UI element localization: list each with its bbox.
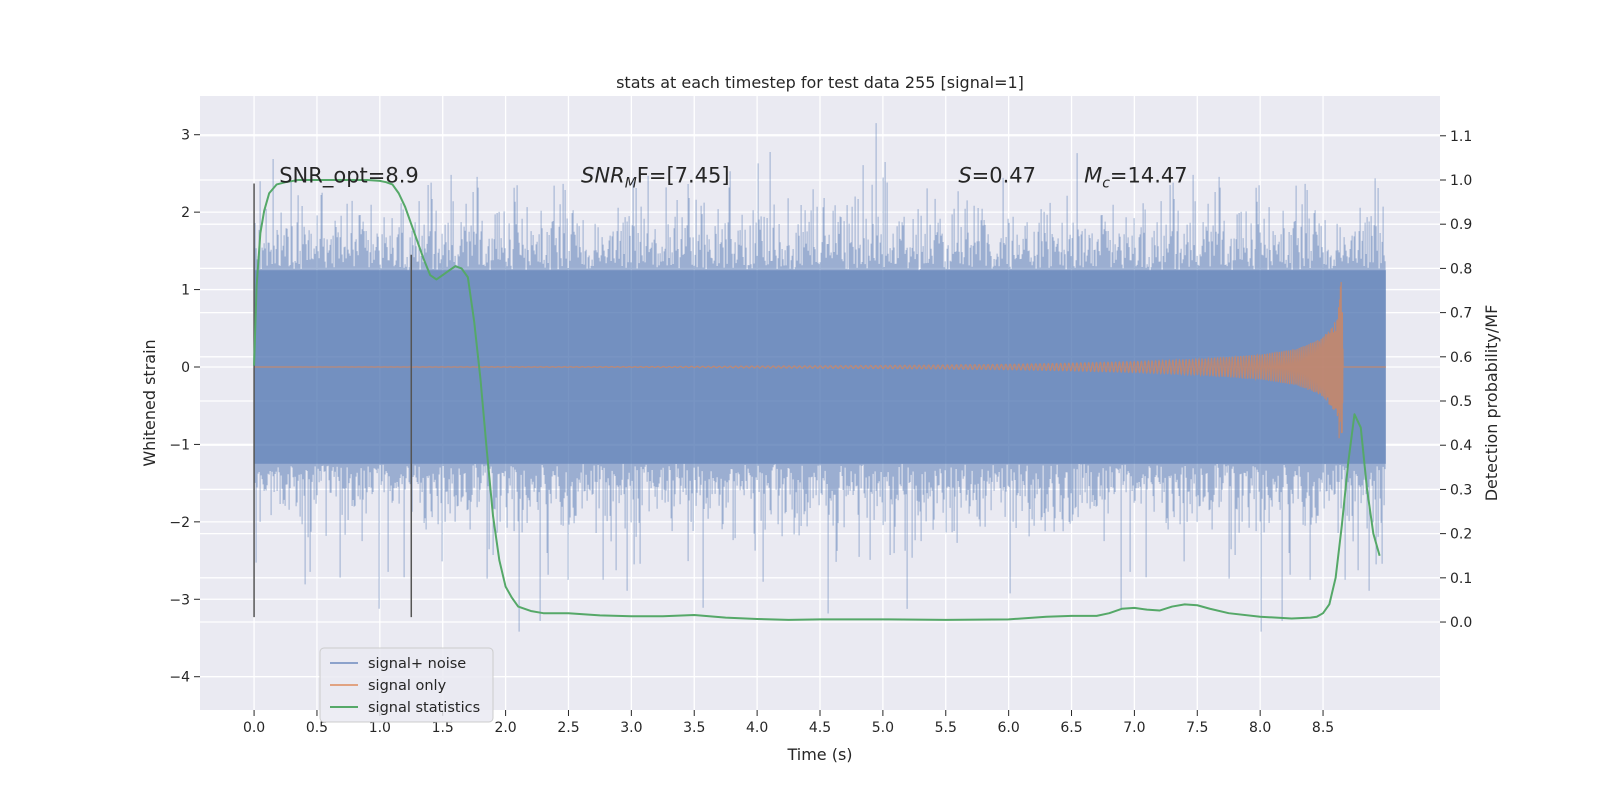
x-tick-label: 4.5	[809, 720, 831, 736]
y2-tick-label: 0.7	[1450, 306, 1472, 322]
y2-tick-label: 0.0	[1450, 615, 1472, 631]
y2-tick-label: 0.6	[1450, 350, 1472, 366]
x-tick-label: 1.0	[369, 720, 391, 736]
y-tick-label: 2	[181, 205, 190, 221]
annotations: SNR_opt=8.9 SNRMF=[7.45] S=0.47 Mc=14.47	[279, 164, 1187, 192]
legend-label: signal only	[368, 678, 447, 694]
legend: signal+ noise signal only signal statistic…	[319, 647, 494, 723]
y-tick-label: −2	[169, 515, 190, 531]
x-tick-label: 6.5	[1060, 720, 1082, 736]
x-tick-label: 0.5	[306, 720, 328, 736]
x-tick-label: 8.5	[1312, 720, 1334, 736]
signal-series	[254, 281, 1386, 439]
annotation: S=0.47	[958, 164, 1036, 188]
y2-tick-label: 0.4	[1450, 438, 1472, 454]
y2-tick-label: 0.5	[1450, 394, 1472, 410]
legend-label: signal statistics	[368, 700, 480, 716]
x-tick-label: 3.5	[683, 720, 705, 736]
y-axis-ticks: 3 2 1 0 −1 −2 −3 −4	[169, 128, 200, 686]
y-tick-label: 1	[181, 283, 190, 299]
signal-trace	[254, 281, 1386, 439]
y2-tick-label: 0.3	[1450, 482, 1472, 498]
y-tick-label: 3	[181, 128, 190, 144]
chart-title: stats at each timestep for test data 255…	[616, 73, 1024, 92]
x-axis-label: Time (s)	[786, 745, 852, 764]
y2-axis-ticks: 1.1 1.0 0.9 0.8 0.7 0.6 0.5 0.4 0.3 0.2 0.1 0.0	[1440, 129, 1472, 631]
y-tick-label: −1	[169, 437, 190, 453]
annotation: SNR_opt=8.9	[279, 164, 419, 189]
legend-label: signal+ noise	[368, 656, 466, 672]
marker-lines	[253, 183, 413, 618]
y2-tick-label: 1.0	[1450, 173, 1472, 189]
y2-tick-label: 0.1	[1450, 571, 1472, 587]
x-tick-label: 4.0	[746, 720, 768, 736]
y2-axis-label: Detection probability/MF	[1482, 305, 1501, 502]
y2-tick-label: 0.9	[1450, 217, 1472, 233]
y-tick-label: 0	[181, 360, 190, 376]
stats-line	[253, 178, 1381, 621]
annotation: SNRMF=[7.45]	[581, 164, 730, 192]
y2-tick-label: 0.2	[1450, 527, 1472, 543]
x-tick-label: 7.5	[1186, 720, 1208, 736]
x-tick-label: 5.0	[872, 720, 894, 736]
legend-box	[319, 647, 494, 723]
x-tick-label: 3.0	[620, 720, 642, 736]
y2-tick-label: 0.8	[1450, 261, 1472, 277]
y2-tick-label: 1.1	[1450, 129, 1472, 145]
y-tick-label: −4	[169, 670, 190, 686]
x-tick-label: 0.0	[243, 720, 265, 736]
x-tick-label: 1.5	[432, 720, 454, 736]
x-axis-ticks: 0.0 0.5 1.0 1.5 2.0 2.5 3.0 3.5 4.0 4.5 5.0 5.5 6.0 6…	[243, 710, 1334, 736]
annotation: Mc=14.47	[1084, 164, 1188, 192]
x-tick-label: 8.0	[1249, 720, 1271, 736]
x-tick-label: 2.0	[494, 720, 516, 736]
x-tick-label: 6.0	[998, 720, 1020, 736]
x-tick-label: 5.5	[935, 720, 957, 736]
x-tick-label: 7.0	[1123, 720, 1145, 736]
stats-series	[253, 178, 1381, 621]
x-tick-label: 2.5	[557, 720, 579, 736]
y-tick-label: −3	[169, 592, 190, 608]
y-axis-label: Whitened strain	[140, 339, 159, 466]
